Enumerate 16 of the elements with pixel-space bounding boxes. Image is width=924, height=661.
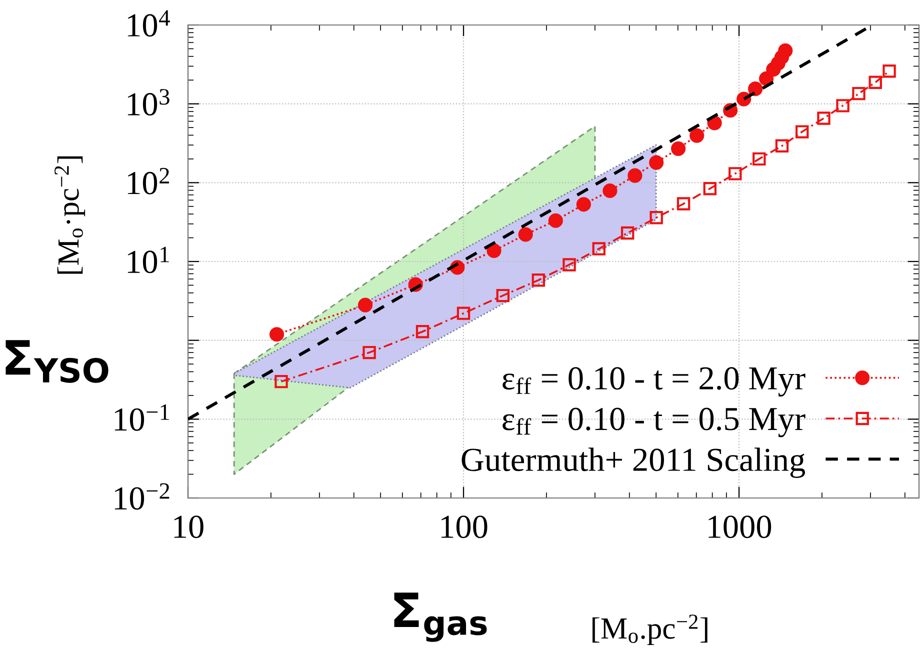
legend-label: Gutermuth+ 2011 Scaling [462,448,806,478]
y-tick-label: 10$^{4}$ [128,10,170,37]
y-tick-label: 10$^{2}$ [128,168,169,194]
y-axis-title: Σ$_{YSO}$ [6,340,108,383]
y-tick-label: 10$^{1}$ [128,246,169,274]
x-axis-title: Σ$_{gas}$ [394,592,487,642]
text: [M$_{o}$.pc$^{−2}$] [592,614,708,646]
legend-label: ε$_{ff}$ = 0.10 - t = 0.5 Myr [502,408,806,438]
x-tick-label: 1000 [708,516,772,538]
y-tick-label: 10$^{−1}$ [114,404,170,431]
x-tick-label: 100 [441,516,488,538]
legend-label: ε$_{ff}$ = 0.10 - t = 2.0 Myr [502,367,806,396]
text: [M$_{o}$·pc$^{−2}$] [54,156,86,274]
y-tick-label: 10$^{−2}$ [114,483,170,510]
x-tick-label: 10 [174,516,204,538]
y-tick-label: 10$^{3}$ [128,89,170,116]
